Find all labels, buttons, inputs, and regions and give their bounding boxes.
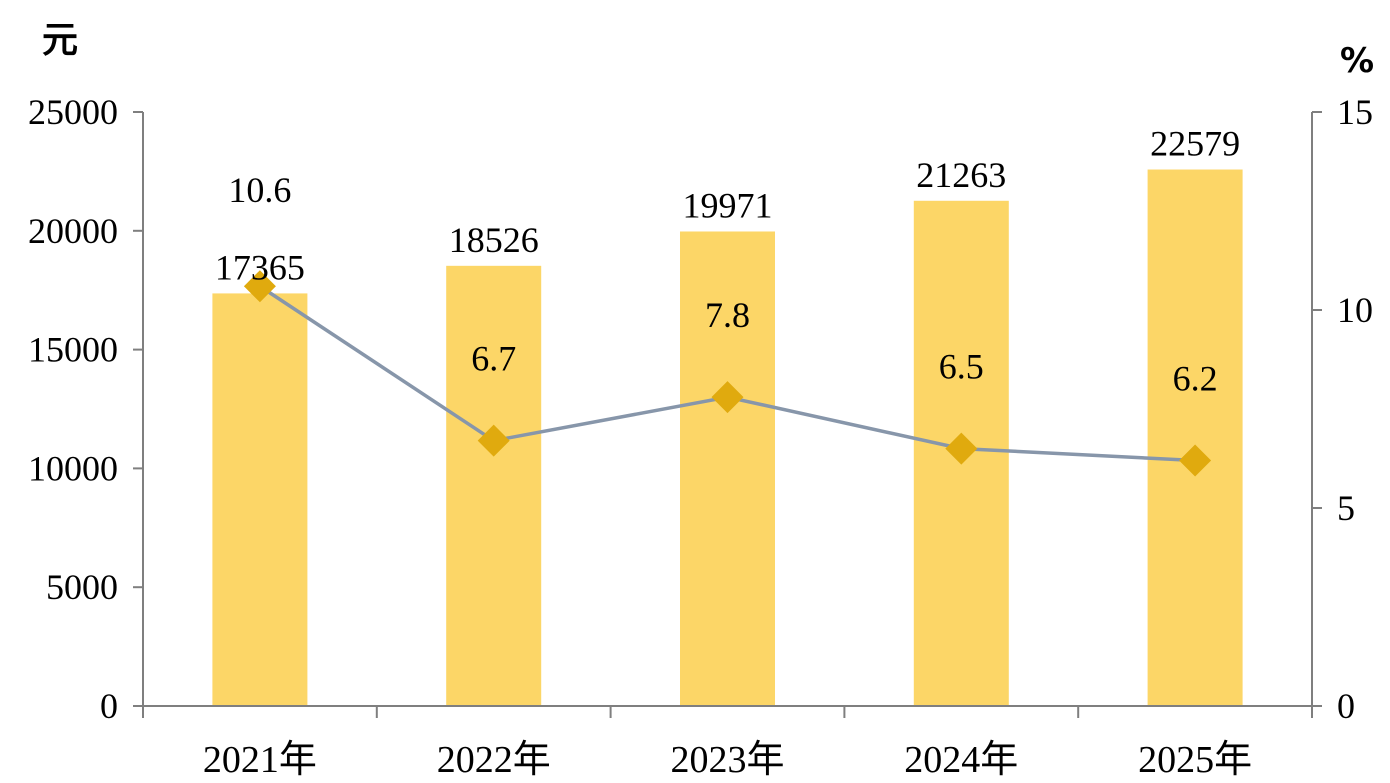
growth-value-label: 7.8	[705, 295, 750, 335]
growth-line-series	[243, 270, 1212, 477]
growth-marker-2025年	[1179, 444, 1212, 477]
left-tick-label: 0	[100, 686, 118, 726]
x-tick-label: 2021年	[203, 739, 317, 781]
bar-2023年	[680, 231, 775, 706]
x-tick-label: 2024年	[904, 739, 1018, 781]
bar-value-label: 18526	[449, 220, 539, 260]
data-labels: 17365 18526 19971 21263 22579 10.6 6.7 7.8 6.5 6.…	[215, 124, 1240, 399]
left-tick-label: 10000	[28, 448, 118, 488]
bar-value-label: 17365	[215, 247, 305, 287]
x-tick-label: 2025年	[1138, 739, 1252, 781]
bar-value-label: 19971	[683, 185, 773, 225]
growth-marker-2022年	[477, 424, 510, 457]
left-tick-label: 15000	[28, 330, 118, 370]
bar-2025年	[1147, 169, 1243, 707]
right-tick-label: 10	[1337, 290, 1373, 330]
left-axis-unit: 元	[42, 20, 78, 61]
bar-2022年	[446, 265, 542, 706]
tick-labels: 0 5000 10000 15000 20000 25000 0 5 10 15 2021年 2022…	[28, 92, 1373, 781]
bar-value-label: 22579	[1150, 124, 1240, 164]
left-tick-label: 5000	[46, 567, 118, 607]
x-tick-label: 2022年	[437, 739, 551, 781]
growth-marker-2024年	[945, 432, 978, 465]
left-tick-label: 25000	[28, 92, 118, 132]
growth-value-label: 6.7	[471, 339, 516, 379]
left-tick-label: 20000	[28, 211, 118, 251]
right-tick-label: 5	[1337, 488, 1355, 528]
growth-value-label: 6.5	[939, 347, 984, 387]
bar-series	[212, 169, 1243, 707]
right-tick-label: 15	[1337, 92, 1373, 132]
x-tick-label: 2023年	[670, 739, 784, 781]
bar-2021年	[212, 293, 308, 706]
axes	[133, 111, 1322, 718]
growth-value-label: 6.2	[1173, 358, 1218, 398]
growth-marker-2021年	[243, 270, 276, 303]
bar-value-label: 21263	[916, 155, 1006, 195]
growth-value-label: 10.6	[228, 170, 291, 210]
right-axis-unit: %	[1340, 41, 1374, 81]
right-tick-label: 0	[1337, 686, 1355, 726]
growth-marker-2023年	[711, 381, 744, 414]
